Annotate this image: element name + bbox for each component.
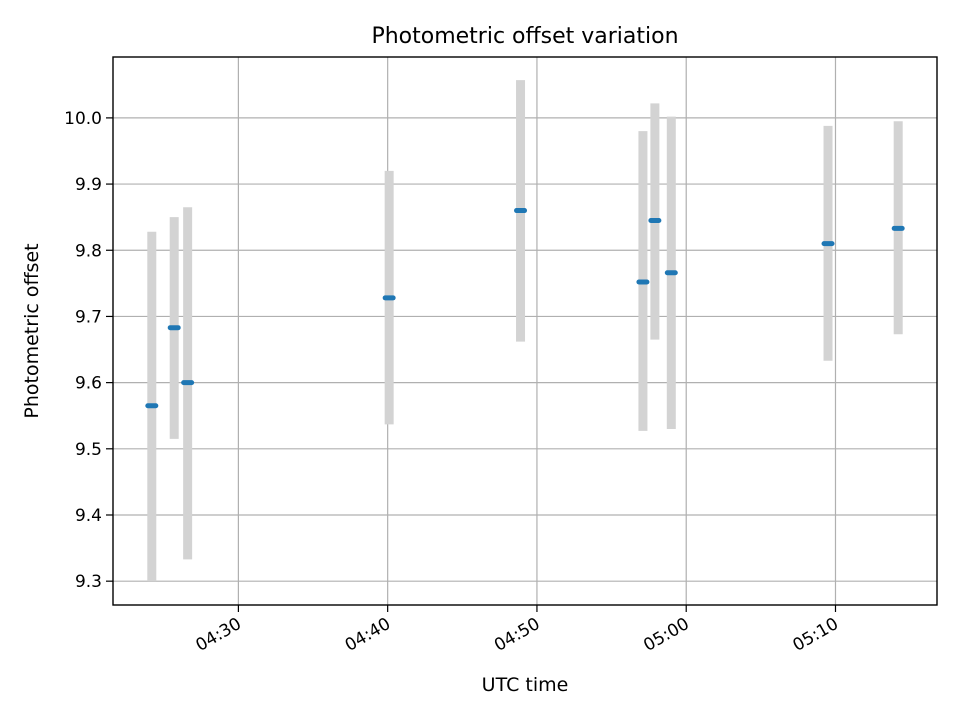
plot-frame	[112, 56, 938, 606]
y-tick-label: 9.9	[75, 175, 102, 195]
y-axis-label: Photometric offset	[21, 243, 43, 418]
data-markers	[145, 208, 905, 409]
y-tick-label: 9.7	[75, 307, 102, 327]
y-tick-label: 9.4	[75, 506, 102, 526]
y-tick-label: 9.5	[75, 440, 102, 460]
y-tick-label: 9.8	[75, 241, 102, 261]
x-axis-label: UTC time	[482, 674, 569, 696]
y-axis: 9.3 9.4 9.5 9.6 9.7 9.8 9.9 10.0	[64, 109, 113, 592]
y-tick-label: 9.3	[75, 572, 102, 592]
chart-title: Photometric offset variation	[371, 24, 678, 49]
y-tick-label: 9.6	[75, 374, 102, 394]
y-tick-label: 10.0	[64, 109, 102, 129]
